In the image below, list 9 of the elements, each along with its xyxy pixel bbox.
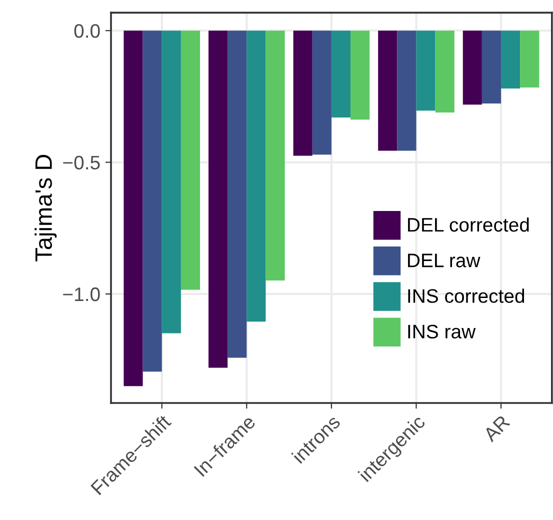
y-tick-label: 0.0 (74, 24, 100, 38)
legend-label: INS corrected (408, 288, 524, 303)
x-tick-label: AR (482, 414, 510, 442)
y-tick-label: −0.5 (63, 156, 100, 170)
y-axis-title: Tajima's D (34, 154, 57, 262)
y-tick-label: −1.0 (63, 287, 100, 302)
legend-label: DEL corrected (408, 217, 529, 232)
legend-label: INS raw (408, 324, 476, 338)
legend-label: DEL raw (408, 254, 480, 268)
